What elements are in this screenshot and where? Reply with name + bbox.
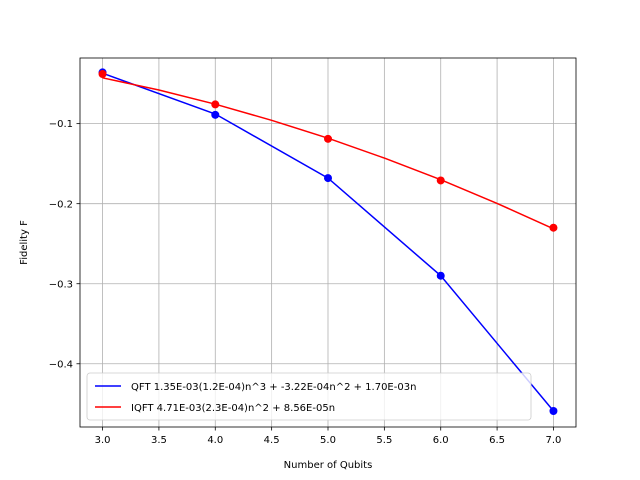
y-tick-label: −0.4 — [49, 359, 73, 370]
x-tick-label: 4.0 — [207, 435, 223, 446]
x-axis-ticks: 3.0 3.5 4.0 4.5 5.0 5.5 6.0 6.5 7.0 — [95, 427, 562, 446]
x-tick-label: 6.5 — [489, 435, 505, 446]
legend-label-qft: QFT 1.35E-03(1.2E-04)n^3 + -3.22E-04n^2 … — [131, 382, 416, 393]
x-tick-label: 3.5 — [151, 435, 167, 446]
y-tick-label: −0.2 — [49, 199, 73, 210]
x-tick-label: 3.0 — [95, 435, 111, 446]
data-point-qft — [211, 110, 220, 119]
series-layer — [98, 68, 558, 415]
data-point-iqft — [98, 70, 107, 79]
x-tick-label: 6.0 — [433, 435, 449, 446]
data-point-qft — [436, 271, 445, 280]
legend-box — [86, 372, 532, 421]
data-point-iqft — [211, 100, 220, 109]
x-tick-label: 5.5 — [376, 435, 392, 446]
data-point-iqft — [436, 176, 445, 185]
y-tick-label: −0.3 — [49, 279, 73, 290]
grid — [80, 58, 576, 427]
y-axis-ticks: −0.1 −0.2 −0.3 −0.4 — [49, 119, 80, 370]
data-point-iqft — [324, 134, 332, 143]
legend: QFT 1.35E-03(1.2E-04)n^3 + -3.22E-04n^2 … — [86, 372, 532, 421]
x-tick-label: 5.0 — [320, 435, 336, 446]
x-axis-label: Number of Qubits — [284, 460, 373, 471]
x-tick-label: 4.5 — [264, 435, 280, 446]
x-tick-label: 7.0 — [546, 435, 562, 446]
data-point-qft — [324, 174, 332, 183]
data-point-qft — [549, 406, 558, 415]
y-tick-label: −0.1 — [49, 119, 73, 130]
y-axis-label: Fidelity F — [19, 220, 30, 265]
legend-label-iqft: IQFT 4.71E-03(2.3E-04)n^2 + 8.56E-05n — [131, 403, 335, 414]
data-point-iqft — [549, 223, 558, 232]
